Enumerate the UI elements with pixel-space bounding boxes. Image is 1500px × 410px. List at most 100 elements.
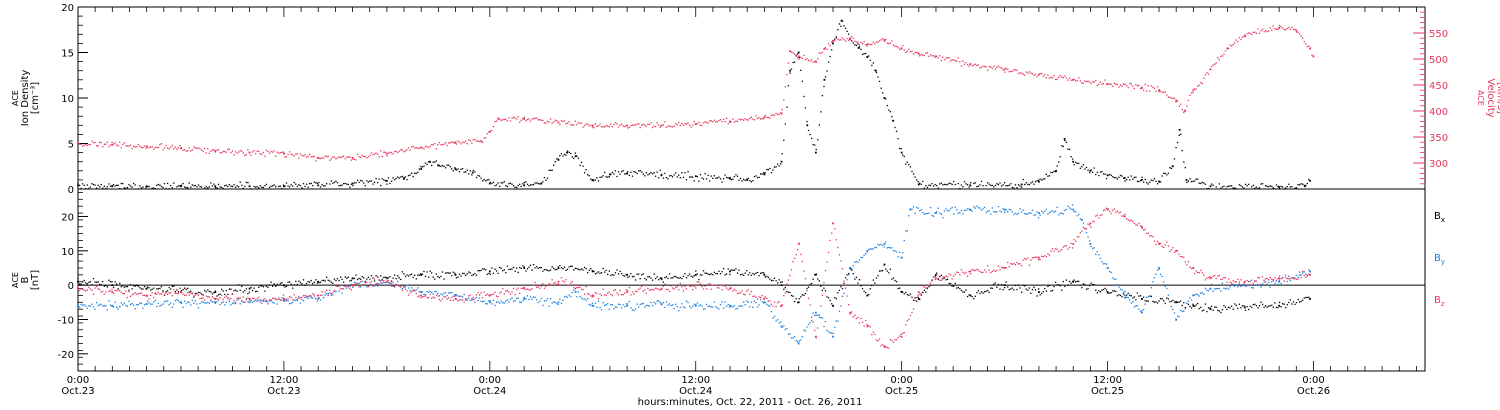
data-point bbox=[1056, 248, 1058, 251]
data-point bbox=[1226, 308, 1228, 311]
data-point bbox=[881, 269, 884, 272]
data-point bbox=[1048, 284, 1051, 287]
data-point bbox=[193, 302, 195, 304]
data-point bbox=[621, 171, 623, 173]
data-point bbox=[1153, 178, 1156, 180]
data-point bbox=[718, 308, 720, 310]
data-point bbox=[381, 178, 383, 180]
data-point bbox=[1135, 224, 1137, 226]
data-point bbox=[897, 287, 899, 290]
data-point bbox=[112, 143, 115, 145]
data-point bbox=[129, 303, 132, 306]
data-point bbox=[661, 303, 663, 306]
data-point bbox=[912, 299, 915, 301]
data-point bbox=[705, 178, 708, 180]
data-point bbox=[900, 290, 902, 293]
data-point bbox=[108, 146, 110, 148]
data-point bbox=[1099, 291, 1102, 293]
data-point bbox=[483, 137, 485, 139]
data-point bbox=[466, 143, 468, 145]
data-point bbox=[627, 127, 629, 129]
data-point bbox=[177, 185, 180, 187]
data-point bbox=[911, 296, 913, 298]
data-point bbox=[316, 157, 319, 159]
data-point bbox=[205, 152, 207, 154]
data-point bbox=[418, 147, 420, 150]
data-point bbox=[923, 54, 925, 57]
data-point bbox=[1173, 251, 1176, 253]
data-point bbox=[1231, 305, 1233, 307]
x-tick-time: 12:00 bbox=[269, 375, 298, 386]
data-point bbox=[1261, 283, 1264, 285]
data-point bbox=[621, 307, 623, 309]
data-point bbox=[89, 281, 92, 283]
data-point bbox=[1186, 264, 1188, 266]
data-point bbox=[851, 268, 853, 270]
data-point bbox=[179, 287, 181, 289]
data-point bbox=[509, 182, 512, 184]
data-point bbox=[559, 123, 561, 126]
data-point bbox=[1181, 310, 1183, 313]
data-point bbox=[573, 124, 575, 126]
data-point bbox=[1033, 286, 1035, 289]
data-point bbox=[766, 297, 768, 299]
data-point bbox=[187, 301, 189, 303]
data-point bbox=[1278, 277, 1281, 280]
data-point bbox=[795, 298, 797, 300]
data-point bbox=[1215, 186, 1217, 188]
data-point bbox=[841, 20, 844, 23]
data-point bbox=[210, 150, 212, 152]
data-point bbox=[238, 186, 240, 188]
data-point bbox=[179, 145, 181, 147]
data-point bbox=[239, 289, 241, 291]
data-point bbox=[316, 295, 319, 297]
data-point bbox=[718, 287, 720, 289]
data-point bbox=[560, 153, 563, 155]
data-point bbox=[242, 187, 244, 189]
data-point bbox=[991, 184, 993, 187]
data-point bbox=[364, 185, 366, 187]
data-point bbox=[1215, 287, 1217, 290]
data-point bbox=[268, 284, 271, 286]
data-point bbox=[441, 164, 444, 167]
data-point bbox=[377, 182, 379, 184]
data-point bbox=[1140, 179, 1143, 181]
data-point bbox=[741, 273, 743, 275]
data-point bbox=[676, 286, 678, 288]
data-point bbox=[991, 270, 993, 273]
data-point bbox=[838, 39, 841, 41]
data-point bbox=[410, 273, 413, 275]
data-point bbox=[743, 178, 745, 181]
data-point bbox=[438, 295, 441, 297]
data-point bbox=[1005, 209, 1007, 211]
data-point bbox=[258, 296, 260, 298]
data-point bbox=[94, 281, 96, 283]
data-point bbox=[330, 180, 332, 182]
data-point bbox=[262, 300, 265, 302]
data-point bbox=[653, 289, 655, 291]
data-point bbox=[815, 61, 817, 63]
data-point bbox=[288, 296, 291, 298]
data-point bbox=[179, 301, 181, 303]
data-point bbox=[1095, 215, 1097, 217]
data-point bbox=[1027, 72, 1029, 74]
data-point bbox=[380, 282, 382, 284]
data-point bbox=[1030, 212, 1032, 214]
data-point bbox=[224, 296, 226, 299]
data-point bbox=[188, 301, 190, 304]
data-point bbox=[750, 274, 753, 276]
data-point bbox=[327, 294, 329, 297]
data-point bbox=[1047, 285, 1049, 288]
data-point bbox=[790, 337, 793, 339]
data-point bbox=[363, 182, 365, 184]
data-point bbox=[1227, 185, 1230, 187]
data-point bbox=[338, 184, 340, 187]
data-point bbox=[202, 297, 204, 299]
data-point bbox=[383, 276, 385, 279]
data-point bbox=[216, 301, 218, 303]
data-point bbox=[727, 303, 729, 306]
data-point bbox=[78, 289, 81, 292]
data-point bbox=[343, 285, 345, 287]
data-point bbox=[1212, 309, 1214, 311]
data-point bbox=[985, 184, 987, 187]
